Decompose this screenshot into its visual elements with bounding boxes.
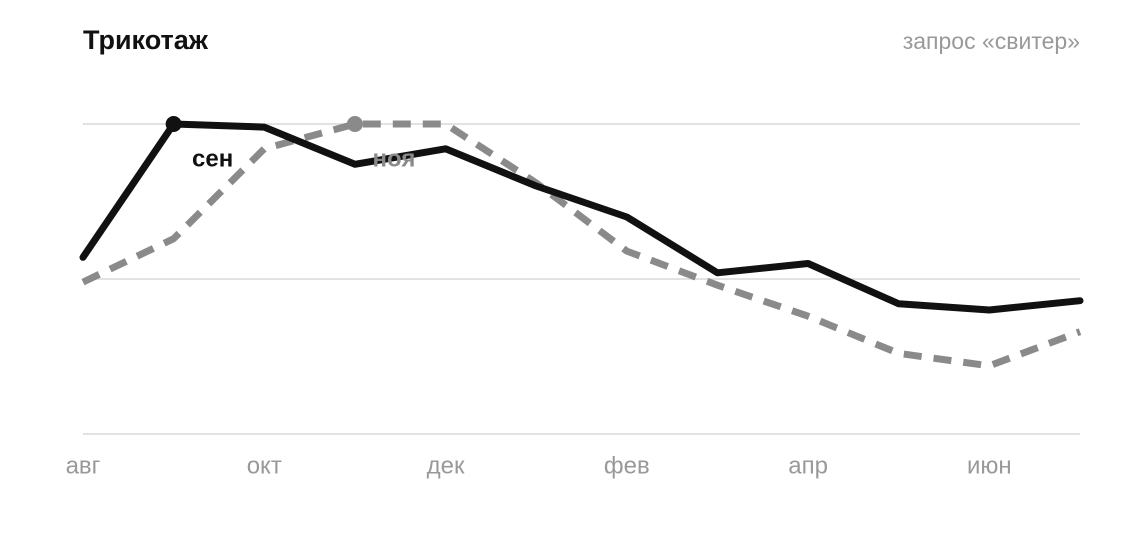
annotation: ноя [372, 145, 415, 172]
chart-subtitle: запрос «свитер» [903, 28, 1080, 54]
line-series [81, 120, 1082, 370]
line-series [79, 120, 1084, 314]
annotation: сен [192, 145, 233, 172]
highlight-dot [346, 116, 363, 132]
highlight-dot [165, 116, 182, 132]
chart-title: Трикотаж [83, 25, 209, 55]
x-tick-label: авг [66, 452, 101, 479]
x-tick-label: фев [604, 452, 650, 479]
x-tick-label: апр [788, 452, 828, 479]
x-tick-label: июн [967, 452, 1012, 479]
x-tick-label: окт [247, 452, 282, 479]
x-tick-label: дек [427, 452, 465, 479]
